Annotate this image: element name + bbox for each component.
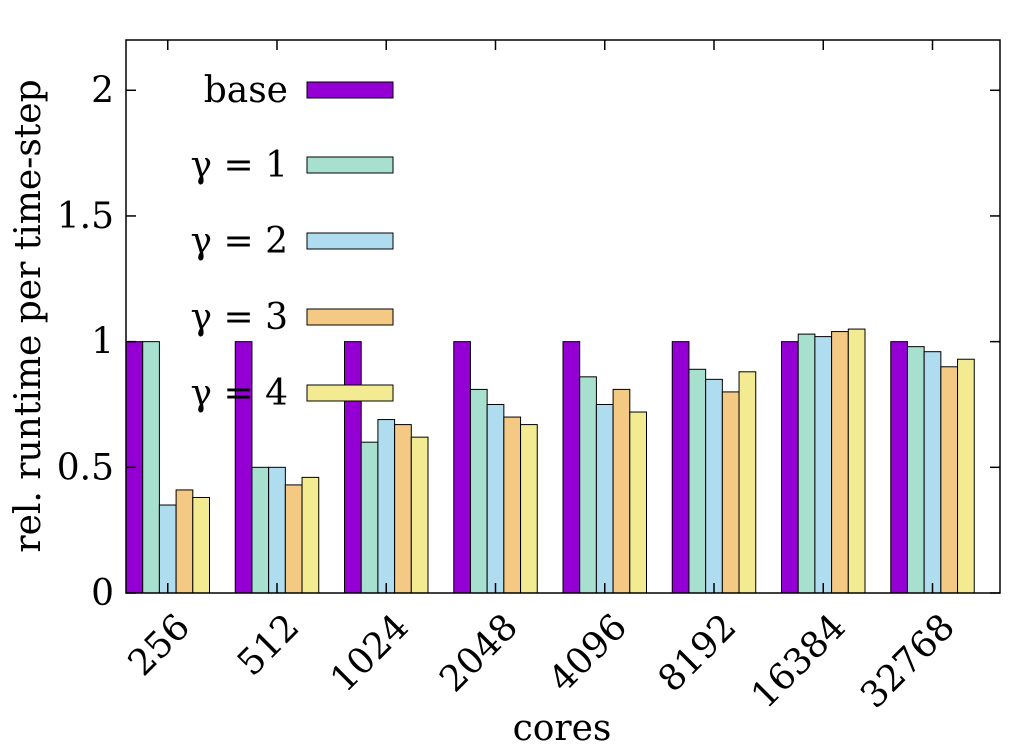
x-tick-label-16384: 16384 <box>744 606 854 716</box>
bar-1024-series-5 <box>410 436 429 594</box>
x-tick-label-2048: 2048 <box>432 606 526 700</box>
bar-2048-series-4 <box>503 416 522 594</box>
bar-8192-series-4 <box>721 391 740 594</box>
x-tick-label-1024: 1024 <box>323 606 417 700</box>
x-axis-title: cores <box>513 708 612 749</box>
legend-label-1: base <box>204 70 288 111</box>
bar-8192-series-2 <box>688 368 707 594</box>
bar-256-series-5 <box>192 496 211 594</box>
plot-frame <box>125 39 1001 594</box>
x-tick-label-8192: 8192 <box>651 606 745 700</box>
x-tick-label-4096: 4096 <box>541 606 635 700</box>
legend-swatch-4 <box>306 308 394 326</box>
bar-4096-series-2 <box>579 376 597 594</box>
legend-swatch-1 <box>306 81 394 99</box>
bar-32768-series-1 <box>890 341 908 594</box>
legend-swatch-3 <box>306 232 394 250</box>
bar-16384-series-5 <box>847 328 866 594</box>
legend-label-4: γ = 3 <box>191 297 288 338</box>
x-tick-label-512: 512 <box>230 606 308 684</box>
bar-512-series-3 <box>268 466 286 594</box>
bar-16384-series-3 <box>814 336 833 594</box>
legend-label-5: γ = 4 <box>191 373 288 414</box>
bar-16384-series-4 <box>831 331 849 594</box>
bar-1024-series-2 <box>360 441 379 594</box>
y-tick-label: 2 <box>91 70 114 111</box>
y-tick-label: 1.5 <box>57 196 114 237</box>
bar-4096-series-5 <box>629 411 647 594</box>
bar-2048-series-5 <box>520 424 538 594</box>
bar-1024-series-3 <box>377 419 396 594</box>
bar-2048-series-3 <box>486 403 505 594</box>
bar-4096-series-1 <box>562 341 581 594</box>
bar-4096-series-3 <box>595 403 614 594</box>
bar-8192-series-1 <box>671 341 690 594</box>
legend-label-2: γ = 1 <box>191 145 288 186</box>
x-tick-label-256: 256 <box>121 606 199 684</box>
bar-2048-series-1 <box>453 341 471 594</box>
bar-4096-series-4 <box>612 388 631 594</box>
bar-1024-series-1 <box>344 341 362 594</box>
bar-512-series-5 <box>301 476 320 594</box>
bar-32768-series-5 <box>957 358 975 594</box>
bar-32768-series-3 <box>923 351 942 594</box>
x-tick-label-32768: 32768 <box>853 606 963 716</box>
bar-256-series-3 <box>158 504 177 594</box>
legend-swatch-2 <box>306 156 394 174</box>
bar-2048-series-2 <box>469 388 488 594</box>
bar-32768-series-4 <box>940 366 959 594</box>
bar-256-series-4 <box>175 489 194 594</box>
bar-512-series-4 <box>284 484 303 594</box>
bar-32768-series-2 <box>906 346 925 594</box>
legend-swatch-5 <box>306 384 394 402</box>
bar-256-series-2 <box>142 341 160 594</box>
y-axis-title: rel. runtime per time-step <box>8 79 49 552</box>
legend: base γ = 1 γ = 2 γ = 3 γ = 4 <box>191 70 394 414</box>
y-tick-label: 1 <box>91 322 114 363</box>
legend-label-3: γ = 2 <box>191 221 288 262</box>
y-tick-label: 0.5 <box>57 447 114 488</box>
bar-16384-series-1 <box>781 341 799 594</box>
bar-16384-series-2 <box>797 333 816 594</box>
bar-8192-series-3 <box>705 378 723 594</box>
bar-512-series-2 <box>251 466 270 594</box>
bar-8192-series-5 <box>738 371 757 594</box>
y-tick-label: 0 <box>91 573 114 614</box>
bars-layer <box>125 328 975 594</box>
bar-1024-series-4 <box>394 424 412 594</box>
